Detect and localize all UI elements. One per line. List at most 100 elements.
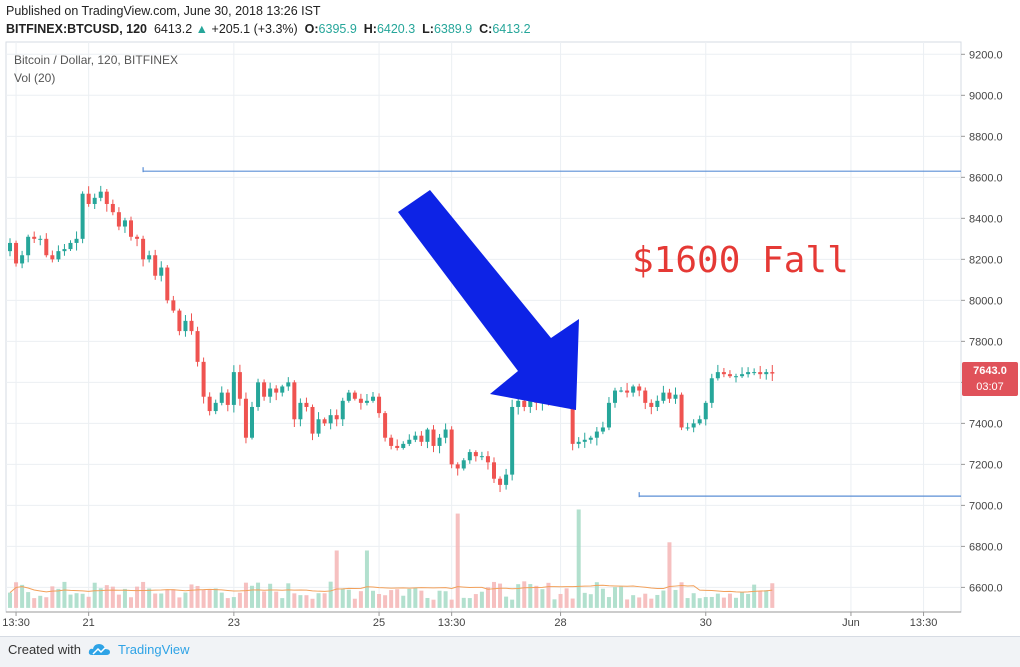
candle-body (243, 398, 248, 438)
y-tick-label: 7800.0 (969, 336, 1003, 348)
price-axis[interactable]: 9200.0 9000.0 8800.0 8600.0 8400.0 8200.0 8000… (961, 49, 1003, 594)
candle-body (231, 372, 236, 405)
x-tick-label: Jun (842, 617, 860, 629)
volume-bar (62, 581, 67, 608)
plot-area[interactable] (5, 41, 962, 613)
volume-bar (455, 513, 460, 608)
candle-body (461, 460, 466, 469)
candle-body (383, 413, 388, 438)
volume-bar (86, 596, 91, 608)
candle-body (129, 220, 133, 237)
candle-body (153, 255, 158, 276)
candle-body (734, 376, 738, 378)
candle-body (104, 191, 109, 204)
volume-bar (165, 589, 170, 608)
volume-bar (322, 593, 327, 608)
tradingview-cloud-icon (88, 644, 110, 655)
volume-bar (189, 584, 194, 608)
candle-body (594, 431, 599, 438)
price-chart[interactable]: 9200.0 9000.0 8800.0 8600.0 8400.0 8200.0 8000… (0, 0, 1020, 636)
horizontal-levels[interactable] (142, 167, 961, 498)
volume-bar (38, 595, 43, 608)
volume-bar (110, 586, 115, 608)
volume-bar (661, 590, 666, 608)
candle-body (340, 400, 345, 420)
volume-bar (346, 589, 351, 608)
candle-body (625, 390, 630, 393)
candle-body (38, 238, 43, 240)
candle-body (413, 435, 418, 440)
volume-bar (292, 593, 297, 608)
candle-body (667, 392, 672, 399)
tradingview-link[interactable]: TradingView (118, 642, 190, 657)
volume-bar (485, 587, 490, 608)
volume-bar (588, 594, 593, 608)
volume-bar (304, 595, 309, 608)
volume-bar (625, 599, 630, 608)
volume-bar (219, 592, 224, 608)
y-tick-label: 8800.0 (969, 131, 1003, 143)
candle-body (80, 193, 85, 239)
volume-bar (177, 597, 182, 608)
candle-body (697, 419, 702, 424)
candle-body (498, 478, 503, 485)
candle-body (643, 390, 648, 403)
volume-bar (510, 599, 515, 608)
high-value: 6420.3 (376, 22, 416, 36)
volume-bar (395, 589, 400, 608)
volume-bar (691, 593, 696, 608)
volume-bar (8, 592, 12, 608)
candle-body (401, 443, 406, 448)
volume-bar (310, 598, 315, 608)
volume-bar (431, 599, 436, 608)
volume-bar (528, 584, 533, 608)
candle-body (346, 392, 351, 401)
volume-bar (667, 542, 672, 608)
candle-body (673, 394, 678, 399)
candle-body (485, 456, 490, 463)
volume-bar (655, 594, 660, 608)
candle-body (576, 441, 581, 444)
candle-body (122, 220, 127, 227)
candle-body (715, 372, 720, 379)
candle-body (116, 212, 121, 227)
volume-bar (74, 593, 79, 608)
candle-body (649, 402, 654, 407)
candle-body (135, 236, 140, 239)
candle-body (292, 382, 297, 420)
volume-bar (50, 586, 55, 608)
candle-body (528, 396, 533, 407)
volume-ma-line (9, 584, 773, 594)
candle-body (655, 400, 660, 407)
volume-bar (473, 594, 478, 608)
volume-bar (371, 590, 375, 608)
candle-body (685, 427, 690, 429)
price-badge: 7643.0 03:07 (962, 362, 1018, 396)
candle-body (250, 406, 254, 438)
candle-body (425, 429, 430, 442)
volume-bar (250, 585, 254, 608)
candle-body (74, 238, 79, 243)
volume-bar (280, 598, 285, 608)
volume-bar (492, 581, 496, 608)
up-triangle-icon: ▲ (195, 22, 209, 36)
volume-bar (141, 581, 146, 608)
candle-body (582, 439, 587, 442)
time-axis[interactable]: 13:30 21 23 25 13:30 28 30 Jun 13:30 (2, 611, 961, 629)
x-tick-label: 23 (228, 617, 240, 629)
candle-body (510, 406, 515, 475)
volume-bar (268, 583, 273, 608)
annotation-text: $1600 Fall (632, 240, 849, 281)
candle-body (201, 361, 206, 397)
volume-bar (770, 583, 775, 608)
candle-body (189, 320, 194, 332)
volume-bar (467, 598, 472, 608)
volume-bar (643, 593, 648, 608)
candle-body (371, 396, 375, 401)
candle-body (419, 435, 424, 442)
candle-body (740, 374, 745, 377)
candle-body (159, 267, 164, 276)
candle-body (195, 331, 200, 362)
candle-body (280, 386, 285, 393)
candle-body (328, 415, 333, 424)
